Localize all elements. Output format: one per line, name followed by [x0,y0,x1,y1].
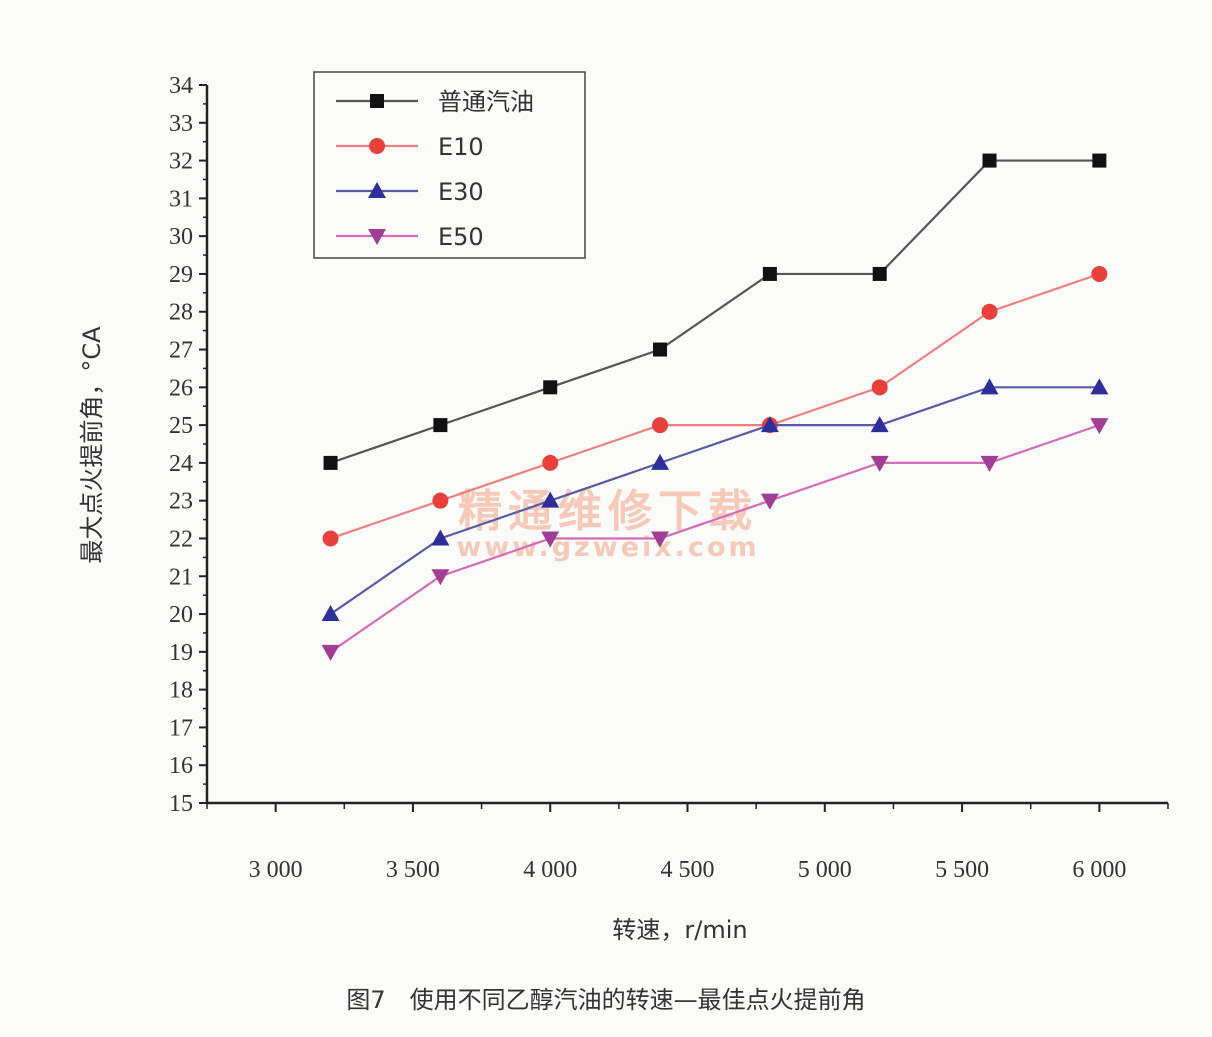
series-3 [321,378,1109,622]
data-point [980,378,999,395]
watermark-url: www.gzweix.com [456,532,759,563]
data-point [762,266,777,281]
x-axis-title: 转速，r/min [612,916,747,944]
data-point [431,569,450,586]
data-point [652,417,669,434]
x-tick-label: 4 000 [523,857,577,883]
legend-box [313,71,586,259]
data-point [1092,153,1107,168]
y-axis-title: 最大点火提前角，°CA [78,326,106,564]
y-tick-label: 21 [169,564,193,590]
y-tick-label: 23 [169,489,193,515]
data-point [760,493,779,510]
data-point [760,416,779,433]
y-tick-label: 16 [169,753,193,779]
y-tick-label: 26 [169,375,193,401]
data-point [432,492,449,509]
data-point [322,530,339,547]
x-tick-label: 5 500 [935,857,989,883]
legend: 普通汽油 E10 E30 E50 [313,71,586,259]
y-tick-label: 27 [169,338,193,364]
series-2 [322,265,1108,547]
x-tick-label: 5 000 [798,857,852,883]
data-point [1091,265,1108,282]
y-tick-label: 29 [169,262,193,288]
data-point [870,416,889,433]
data-point [651,531,670,548]
x-tick-label: 3 000 [249,857,303,883]
y-tick-label: 30 [169,224,193,250]
data-point [981,303,998,320]
legend-marker [368,229,386,245]
data-point [872,266,887,281]
y-tick-label: 24 [169,451,193,477]
y-tick-label: 28 [169,300,193,326]
data-point [1090,378,1109,395]
y-tick-label: 17 [169,715,193,741]
watermark: 精通维修下载 www.gzweix.com [456,486,759,563]
data-point [651,453,670,470]
legend-label: E10 [438,133,484,161]
data-point [541,491,560,508]
y-tick-label: 31 [169,186,193,212]
data-point [1090,418,1109,435]
x-tick-label: 3 500 [386,857,440,883]
series-1 [323,153,1107,470]
series-layer [321,153,1109,661]
y-tick-label: 22 [169,526,193,552]
x-tick-label: 6 000 [1072,857,1126,883]
data-point [321,644,340,661]
y-tick-label: 15 [169,791,193,817]
series-line [329,424,1100,653]
chart-svg: 精通维修下载 www.gzweix.com 15 16 17 18 19 20 21 22 23… [78,71,1169,944]
y-tick-label: 20 [169,602,193,628]
data-point [653,342,668,357]
series-4 [321,418,1109,661]
data-point [323,455,338,470]
series-line [329,386,1100,615]
figure-caption: 图7 使用不同乙醇汽油的转速—最佳点火提前角 [346,986,866,1014]
data-point [431,529,450,546]
data-point [980,455,999,472]
legend-marker [370,94,384,108]
data-point [543,380,558,395]
y-tick-label: 34 [169,73,193,99]
series-line [330,159,1100,464]
y-tick-label: 33 [169,111,193,137]
y-tick-label: 19 [169,640,193,666]
legend-label: 普通汽油 [438,88,534,116]
legend-marker [368,182,386,198]
watermark-text: 精通维修下载 [458,486,758,537]
x-tick-label: 4 500 [661,857,715,883]
y-tick-label: 18 [169,678,193,704]
y-tick-label: 32 [169,149,193,175]
data-point [871,379,888,396]
data-point [321,605,340,622]
legend-marker [369,138,385,154]
data-point [982,153,997,168]
legend-label: E50 [438,223,484,251]
legend-label: E30 [438,178,484,206]
data-point [433,418,448,433]
axes: 15 16 17 18 19 20 21 22 23 24 25 26 27 28 29 30 31 32 33 34… [169,73,1169,883]
data-point [541,531,560,548]
data-point [542,454,559,471]
series-line [330,272,1100,540]
data-point [870,455,889,472]
y-tick-label: 25 [169,413,193,439]
